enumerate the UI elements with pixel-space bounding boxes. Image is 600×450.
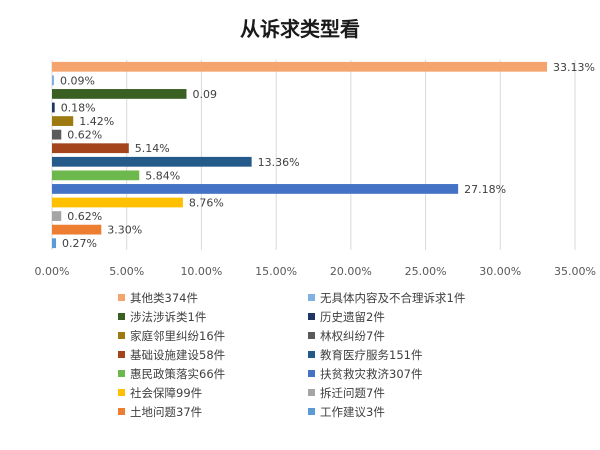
bars — [52, 61, 548, 249]
bar — [52, 211, 62, 221]
bar — [52, 89, 187, 99]
data-label: 3.30% — [107, 224, 142, 237]
legend-swatch — [118, 332, 125, 339]
x-axis-ticks: 0.00% 5.00% 10.00% 15.00% 20.00% 25.00% 30.00%… — [35, 265, 596, 278]
bar — [52, 61, 548, 72]
legend-entry: 林权纠纷7件 — [320, 329, 385, 343]
legend-swatch — [118, 389, 125, 396]
x-tick-label: 0.00% — [35, 265, 70, 278]
data-label: 0.09 — [192, 88, 217, 101]
legend-entry: 拆迁问题7件 — [320, 386, 385, 400]
bar — [52, 224, 102, 235]
data-label: 0.62% — [67, 210, 102, 223]
bar — [52, 75, 54, 86]
legend-swatch — [308, 408, 315, 415]
legend-entry: 家庭邻里纠纷16件 — [130, 329, 225, 343]
legend-swatch — [118, 370, 125, 377]
bar — [52, 197, 183, 208]
legend-entry: 工作建议3件 — [320, 405, 385, 419]
legend-swatch — [118, 408, 125, 415]
legend-entry: 基础设施建设58件 — [130, 348, 225, 362]
data-label: 13.36% — [258, 156, 300, 169]
bar — [52, 184, 459, 194]
x-tick-label: 35.00% — [554, 265, 596, 278]
legend-entry: 教育医疗服务151件 — [320, 348, 422, 362]
legend-entry: 惠民政策落实66件 — [130, 367, 225, 381]
legend-swatch — [118, 294, 125, 301]
gridlines — [51, 60, 576, 250]
data-label: 0.09% — [60, 74, 95, 87]
legend-entry: 社会保障99件 — [130, 386, 202, 400]
bar — [52, 170, 140, 181]
data-label: 27.18% — [464, 183, 506, 196]
legend-swatch — [118, 351, 125, 358]
bar — [52, 116, 74, 126]
x-tick-label: 20.00% — [330, 265, 372, 278]
data-label: 5.84% — [145, 169, 180, 182]
legend-entry: 涉法涉诉类1件 — [130, 310, 206, 324]
data-label: 0.27% — [62, 237, 97, 250]
bar — [52, 102, 55, 113]
data-label: 0.18% — [61, 102, 96, 115]
data-label: 1.42% — [79, 115, 114, 128]
legend-swatch — [308, 332, 315, 339]
legend-swatch — [308, 370, 315, 377]
x-tick-label: 30.00% — [479, 265, 521, 278]
bar — [52, 129, 62, 140]
legend-swatch — [308, 389, 315, 396]
bar — [52, 143, 129, 154]
legend-swatch — [308, 313, 315, 320]
data-labels: 33.13%0.09%0.090.18%1.42%0.62%5.14%13.36… — [60, 61, 595, 250]
x-tick-label: 10.00% — [180, 265, 222, 278]
data-label: 8.76% — [189, 197, 224, 210]
data-label: 5.14% — [135, 142, 170, 155]
bar — [52, 156, 252, 167]
legend-entry: 扶贫救灾救济307件 — [320, 367, 422, 381]
data-label: 33.13% — [553, 61, 595, 74]
legend-entry: 无具体内容及不合理诉求1件 — [320, 291, 465, 305]
chart-title: 从诉求类型看 — [240, 17, 360, 41]
legend-entry: 其他类374件 — [130, 291, 198, 305]
legend-swatch — [308, 294, 315, 301]
data-label: 0.62% — [67, 129, 102, 142]
bar — [52, 238, 57, 249]
x-tick-label: 25.00% — [405, 265, 447, 278]
legend-entry: 历史遗留2件 — [320, 310, 385, 324]
x-tick-label: 15.00% — [255, 265, 297, 278]
legend-swatch — [118, 313, 125, 320]
legend-entry: 土地问题37件 — [130, 405, 202, 419]
legend-swatch — [308, 351, 315, 358]
x-tick-label: 5.00% — [109, 265, 144, 278]
